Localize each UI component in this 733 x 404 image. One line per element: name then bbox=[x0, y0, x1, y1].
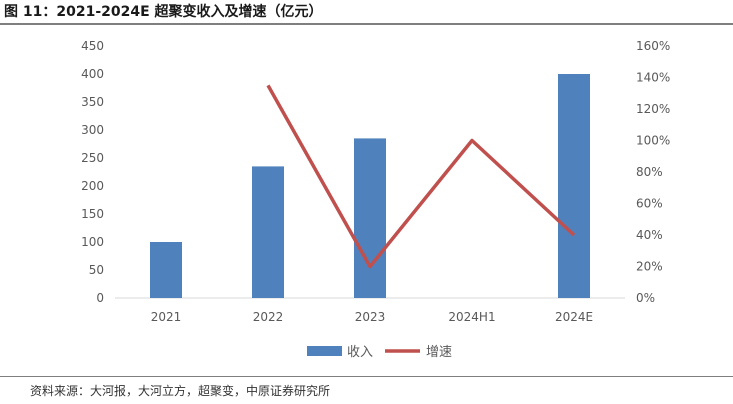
left-axis: 0 50 100 150 200 250 300 350 400 450 bbox=[81, 39, 104, 305]
bar-revenue-2022 bbox=[252, 166, 284, 298]
figure-title: 图 11：2021-2024E 超聚变收入及增速（亿元） bbox=[4, 4, 323, 20]
category-label: 2023 bbox=[355, 310, 386, 324]
chart: 0 50 100 150 200 250 300 350 400 450 0% 20% 40% 60% 8… bbox=[81, 39, 670, 360]
bar-revenue-2023 bbox=[354, 138, 386, 298]
legend-label-growth: 增速 bbox=[426, 345, 452, 360]
bar-revenue-2024E bbox=[558, 74, 590, 298]
growth-line bbox=[266, 84, 576, 269]
left-tick-label: 0 bbox=[96, 291, 104, 305]
right-axis: 0% 20% 40% 60% 80% 100% 120% 140% 160% bbox=[636, 39, 670, 305]
bar-revenue-2021 bbox=[150, 242, 182, 298]
right-tick-label: 40% bbox=[636, 228, 663, 242]
right-tick-label: 160% bbox=[636, 39, 670, 53]
left-tick-label: 50 bbox=[89, 263, 104, 277]
right-tick-label: 60% bbox=[636, 197, 663, 211]
left-tick-label: 200 bbox=[81, 179, 104, 193]
legend-label-revenue: 收入 bbox=[347, 345, 373, 360]
right-tick-label: 100% bbox=[636, 134, 670, 148]
bottom-rule bbox=[0, 376, 733, 377]
category-label: 2022 bbox=[253, 310, 284, 324]
category-label: 2024H1 bbox=[448, 310, 495, 324]
category-label: 2024E bbox=[555, 310, 593, 324]
category-label: 2021 bbox=[151, 310, 182, 324]
legend-swatch-revenue bbox=[307, 346, 342, 356]
right-tick-label: 80% bbox=[636, 165, 663, 179]
right-tick-label: 20% bbox=[636, 260, 663, 274]
left-tick-label: 350 bbox=[81, 95, 104, 109]
left-tick-label: 100 bbox=[81, 235, 104, 249]
left-tick-label: 150 bbox=[81, 207, 104, 221]
right-tick-label: 140% bbox=[636, 71, 670, 85]
right-tick-label: 0% bbox=[636, 291, 655, 305]
left-tick-label: 450 bbox=[81, 39, 104, 53]
left-tick-label: 250 bbox=[81, 151, 104, 165]
top-rule bbox=[0, 23, 733, 25]
right-tick-label: 120% bbox=[636, 102, 670, 116]
category-labels: 2021 2022 2023 2024H1 2024E bbox=[151, 310, 593, 324]
source-note: 资料来源：大河报，大河立方，超聚变，中原证券研究所 bbox=[30, 384, 331, 398]
left-tick-label: 400 bbox=[81, 67, 104, 81]
left-tick-label: 300 bbox=[81, 123, 104, 137]
revenue-bars bbox=[150, 74, 590, 298]
legend: 收入 增速 bbox=[307, 345, 452, 360]
